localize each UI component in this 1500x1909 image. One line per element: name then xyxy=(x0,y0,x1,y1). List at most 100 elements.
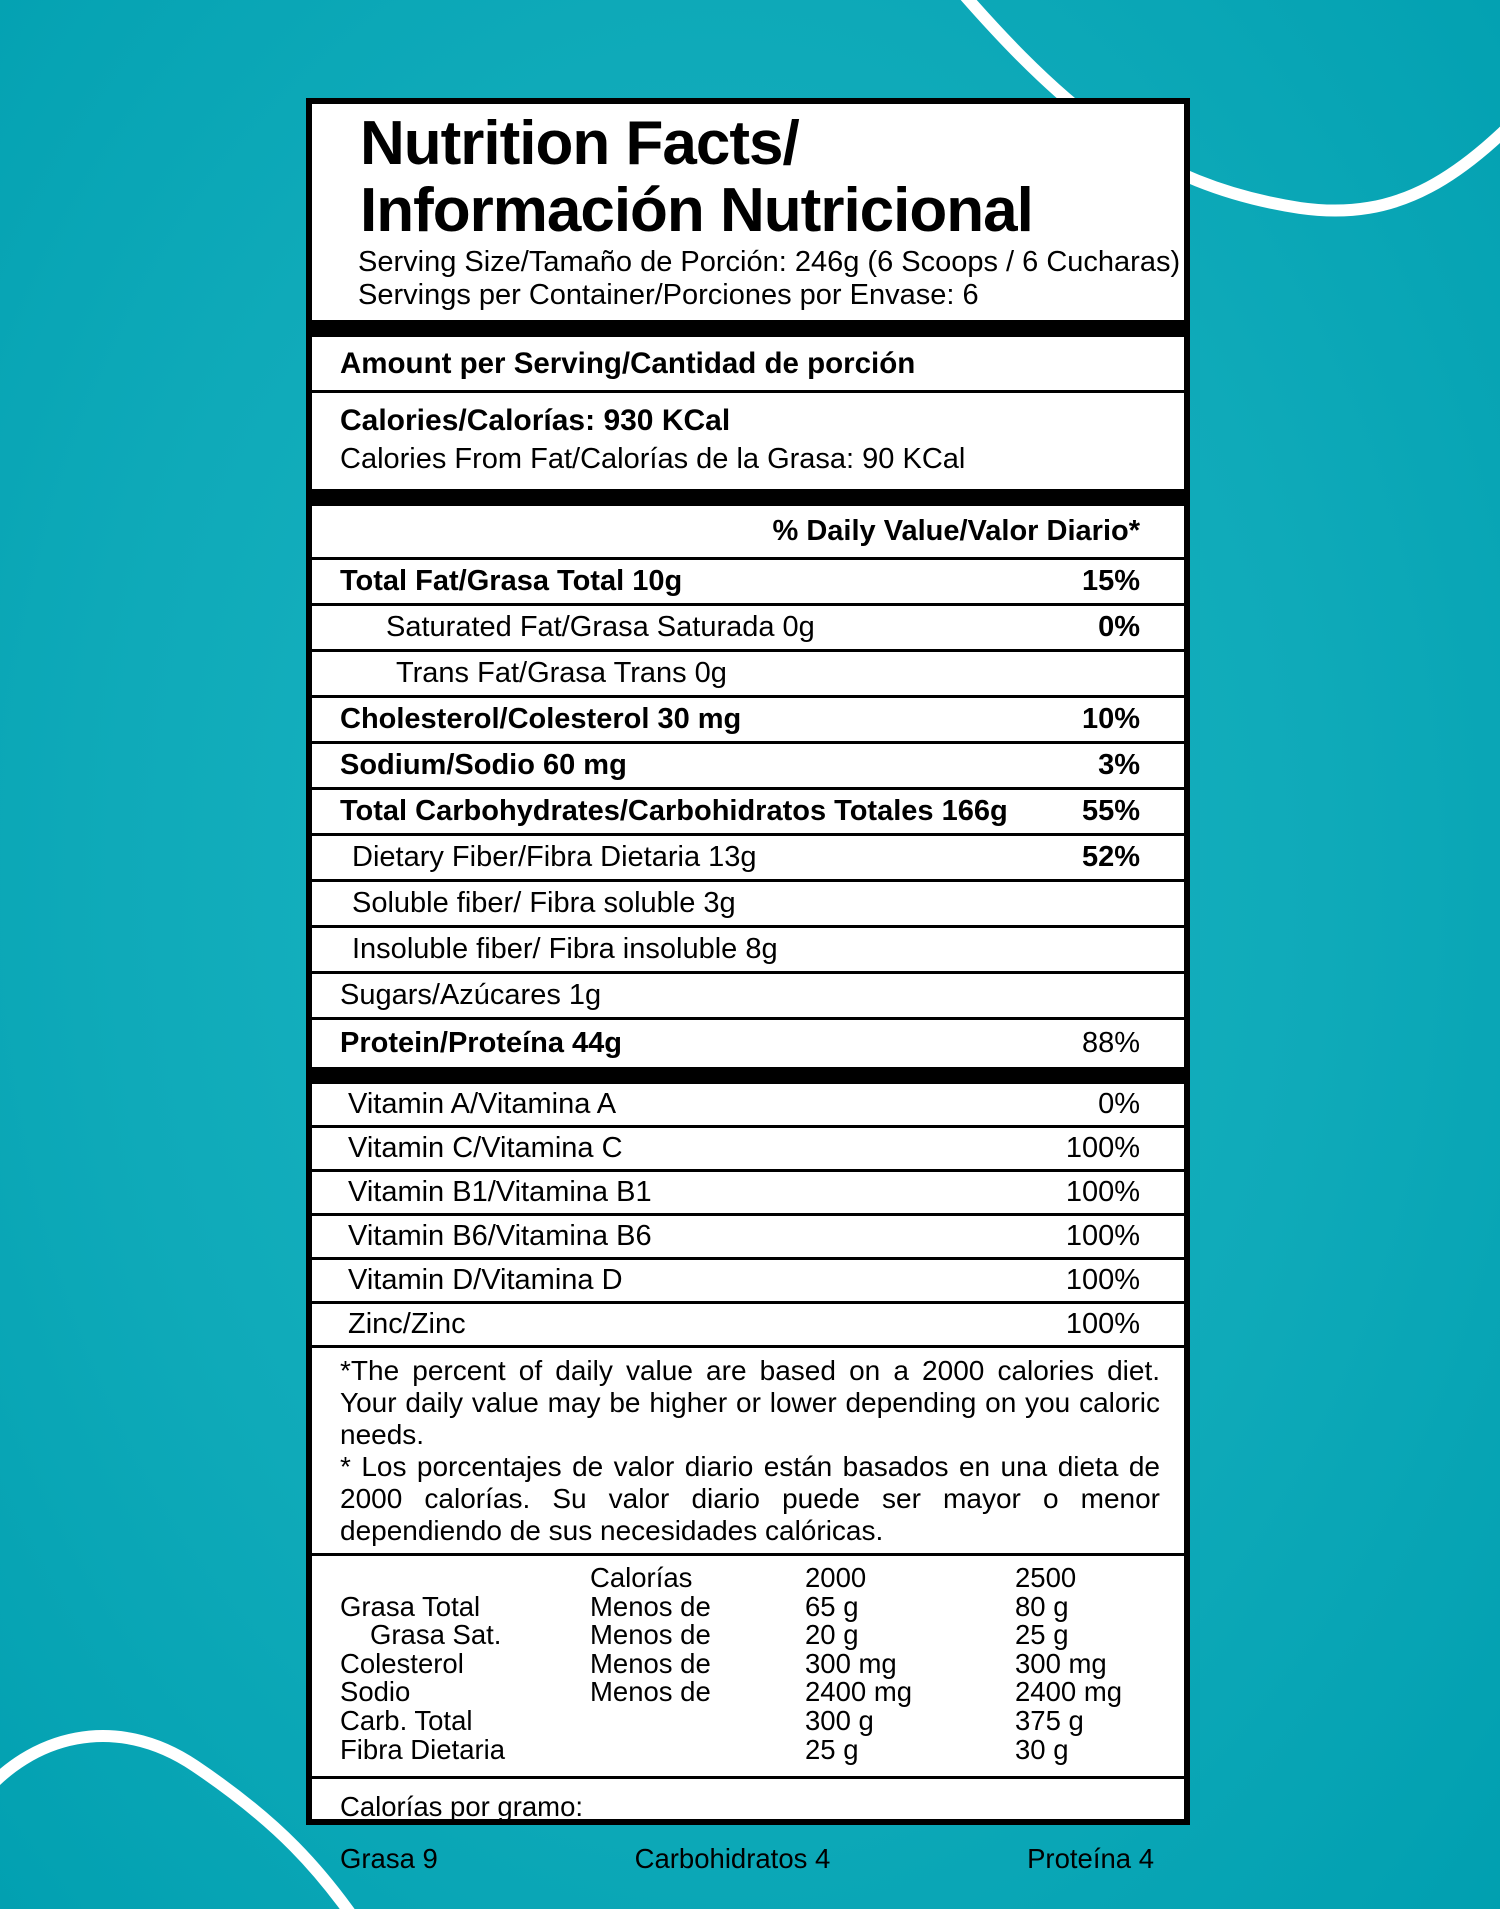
reference-table: Calorías 2000 2500 Grasa Total Menos de … xyxy=(312,1556,1184,1776)
divider-line xyxy=(312,557,1184,560)
footnote-spanish: * Los porcentajes de valor diario están … xyxy=(340,1451,1160,1546)
nutrient-row-saturated-fat: Saturated Fat/Grasa Saturada 0g 0% xyxy=(312,606,1184,652)
ref-cell: 300 mg xyxy=(805,1647,897,1679)
vitamin-percent: 0% xyxy=(1098,1088,1140,1120)
ref-table-row: Grasa Total Menos de 65 g 80 g xyxy=(340,1590,1184,1622)
daily-value-header: % Daily Value/Valor Diario* xyxy=(772,515,1141,547)
ref-cell: 2500 xyxy=(1015,1562,1077,1593)
ref-cell: Grasa Sat. xyxy=(370,1619,502,1651)
nutrient-percent: 10% xyxy=(1081,703,1140,735)
ref-cell: Colesterol xyxy=(340,1647,464,1679)
ref-cell: Carb. Total xyxy=(340,1704,473,1736)
ref-cell: Menos de xyxy=(590,1619,711,1651)
ref-cell: 65 g xyxy=(805,1590,859,1622)
vitamin-label: Vitamin B6/Vitamina B6 xyxy=(348,1220,652,1252)
ref-cell: 300 mg xyxy=(1015,1647,1107,1679)
nutrient-row-dietary-fiber: Dietary Fiber/Fibra Dietaria 13g 52% xyxy=(312,836,1184,882)
ref-cell: Fibra Dietaria xyxy=(340,1733,506,1765)
nutrient-percent: 15% xyxy=(1081,565,1140,597)
ref-table-row: Sodio Menos de 2400 mg 2400 mg xyxy=(340,1678,1184,1707)
nutrient-label: Saturated Fat/Grasa Saturada 0g xyxy=(386,611,815,643)
ref-table-row: Fibra Dietaria 25 g 30 g xyxy=(340,1733,1184,1765)
ref-cell: Sodio xyxy=(340,1676,411,1708)
vitamin-row-b6: Vitamin B6/Vitamina B6 100% xyxy=(312,1216,1184,1260)
vitamin-label: Zinc/Zinc xyxy=(348,1308,466,1340)
ref-cell xyxy=(590,1707,805,1736)
nutrient-label: Soluble fiber/ Fibra soluble 3g xyxy=(352,887,736,919)
nutrient-label: Total Fat/Grasa Total 10g xyxy=(340,565,683,597)
nutrient-percent: 52% xyxy=(1081,841,1140,873)
ref-table-row: Carb. Total 300 g 375 g xyxy=(340,1704,1184,1736)
calories-per-gram-fat: Grasa 9 xyxy=(340,1843,438,1875)
nutrient-row-protein: Protein/Proteína 44g 88% xyxy=(312,1020,1184,1067)
calories-per-gram-carbs: Carbohidratos 4 xyxy=(634,1843,831,1875)
nutrient-row-total-carbohydrates: Total Carbohydrates/Carbohidratos Totale… xyxy=(312,790,1184,836)
divider-line xyxy=(312,1345,1184,1348)
vitamin-percent: 100% xyxy=(1065,1264,1140,1296)
calories-value: Calories/Calorías: 930 KCal xyxy=(340,404,731,437)
ref-table-header: Calorías 2000 2500 xyxy=(340,1562,1184,1593)
nutrient-label: Total Carbohydrates/Carbohidratos Totale… xyxy=(340,795,1008,827)
label-title-es: Información Nutricional xyxy=(360,176,1034,245)
nutrient-percent: 55% xyxy=(1081,795,1140,827)
section-divider-bar xyxy=(312,320,1184,337)
vitamin-label: Vitamin C/Vitamina C xyxy=(348,1132,623,1164)
vitamin-label: Vitamin B1/Vitamina B1 xyxy=(348,1176,652,1208)
nutrient-percent: 3% xyxy=(1098,749,1140,781)
footnote-english: *The percent of daily value are based on… xyxy=(340,1355,1160,1450)
nutrient-row-cholesterol: Cholesterol/Colesterol 30 mg 10% xyxy=(312,698,1184,744)
nutrient-row-soluble-fiber: Soluble fiber/ Fibra soluble 3g xyxy=(312,882,1184,928)
nutrient-label: Sugars/Azúcares 1g xyxy=(340,979,602,1011)
calories-per-gram-title: Calorías por gramo: xyxy=(340,1791,584,1823)
ref-cell: 30 g xyxy=(1015,1733,1069,1765)
wave-curve-bottom-left xyxy=(0,1730,355,1909)
calories-block: Calories/Calorías: 930 KCal Calories Fro… xyxy=(312,393,1184,489)
vitamin-percent: 100% xyxy=(1065,1308,1140,1340)
vitamin-row-zinc: Zinc/Zinc 100% xyxy=(312,1304,1184,1345)
wave-curve-top-right xyxy=(960,0,1500,217)
nutrient-label: Dietary Fiber/Fibra Dietaria 13g xyxy=(352,841,757,873)
nutrient-row-sodium: Sodium/Sodio 60 mg 3% xyxy=(312,744,1184,790)
nutrient-row-sugars: Sugars/Azúcares 1g xyxy=(312,974,1184,1020)
ref-cell: 2400 mg xyxy=(805,1676,913,1708)
serving-size: Serving Size/Tamaño de Porción: 246g (6 … xyxy=(358,246,1181,278)
nutrient-label: Protein/Proteína 44g xyxy=(340,1027,623,1059)
label-title-en: Nutrition Facts/ xyxy=(360,109,800,178)
vitamin-percent: 100% xyxy=(1065,1176,1140,1208)
ref-cell: 25 g xyxy=(1015,1619,1069,1651)
ref-table-row: Grasa Sat. Menos de 20 g 25 g xyxy=(340,1621,1184,1650)
divider-line xyxy=(312,1776,1184,1780)
calories-per-gram-protein: Proteína 4 xyxy=(1027,1843,1154,1875)
section-divider-bar xyxy=(312,1067,1184,1084)
vitamin-percent: 100% xyxy=(1065,1220,1140,1252)
nutrient-row-trans-fat: Trans Fat/Grasa Trans 0g xyxy=(312,652,1184,698)
ref-cell xyxy=(340,1564,590,1593)
vitamin-label: Vitamin A/Vitamina A xyxy=(348,1088,617,1120)
ref-cell: 80 g xyxy=(1015,1590,1069,1622)
nutrient-percent: 88% xyxy=(1081,1027,1140,1059)
ref-cell: Grasa Total xyxy=(340,1590,481,1622)
ref-cell xyxy=(590,1736,805,1765)
nutrient-label: Trans Fat/Grasa Trans 0g xyxy=(396,657,727,689)
label-title: Nutrition Facts/ Información Nutricional xyxy=(312,110,1184,244)
ref-cell: 20 g xyxy=(805,1619,859,1651)
ref-cell: Calorías xyxy=(590,1562,693,1593)
ref-cell: 2400 mg xyxy=(1015,1676,1123,1708)
vitamin-row-d: Vitamin D/Vitamina D 100% xyxy=(312,1260,1184,1304)
vitamin-percent: 100% xyxy=(1065,1132,1140,1164)
nutrient-label: Insoluble fiber/ Fibra insoluble 8g xyxy=(352,933,778,965)
calories-from-fat: Calories From Fat/Calorías de la Grasa: … xyxy=(340,443,966,475)
vitamin-row-c: Vitamin C/Vitamina C 100% xyxy=(312,1128,1184,1172)
ref-cell: 2000 xyxy=(805,1562,867,1593)
divider-line xyxy=(312,390,1184,393)
nutrient-label: Sodium/Sodio 60 mg xyxy=(340,749,627,781)
ref-cell: Menos de xyxy=(590,1676,711,1708)
footnote: *The percent of daily value are based on… xyxy=(312,1348,1184,1553)
ref-cell: 300 g xyxy=(805,1704,874,1736)
ref-cell: 25 g xyxy=(805,1733,859,1765)
ref-cell: Menos de xyxy=(590,1647,711,1679)
ref-cell: Menos de xyxy=(590,1590,711,1622)
servings-per-container: Servings per Container/Porciones por Env… xyxy=(358,279,979,311)
